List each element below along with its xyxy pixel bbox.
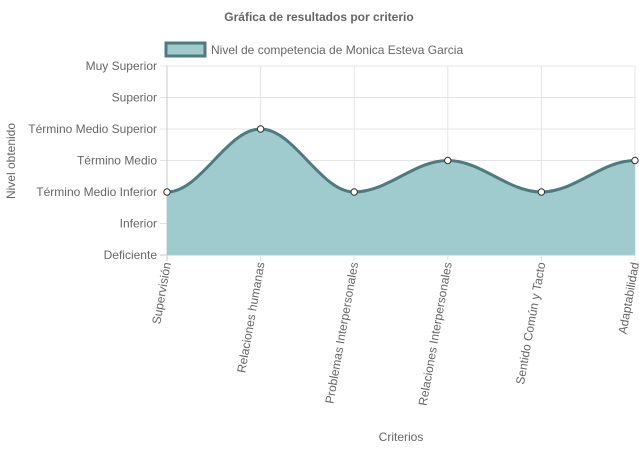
y-tick-label: Superior xyxy=(112,91,157,105)
y-tick-label: Muy Superior xyxy=(86,59,157,73)
x-axis-label: Criterios xyxy=(379,430,424,444)
legend-label: Nivel de competencia de Monica Esteva Ga… xyxy=(211,43,463,57)
y-axis-ticks: Deficiente Inferior Término Medio Inferior… xyxy=(28,59,157,262)
data-point[interactable] xyxy=(444,156,452,165)
data-point[interactable] xyxy=(631,156,639,165)
x-tick-label: Problemas Interpersonales xyxy=(322,261,361,405)
x-tick-label: Relaciones Interpersonales xyxy=(416,261,455,407)
data-point[interactable] xyxy=(537,188,546,196)
x-tick-label: Supervisión xyxy=(149,261,174,325)
series-line xyxy=(166,127,636,194)
y-tick-label: Término Medio Superior xyxy=(28,122,157,136)
x-axis-ticks: Supervisión Relaciones humanas Problemas I… xyxy=(149,261,639,407)
data-point[interactable] xyxy=(256,125,265,133)
legend-swatch xyxy=(164,41,207,58)
x-tick-label: Relaciones humanas xyxy=(234,261,267,374)
series-area xyxy=(167,129,635,255)
y-tick-label: Deficiente xyxy=(104,248,158,262)
y-tick-label: Inferior xyxy=(120,217,157,231)
y-axis-label: Nivel obtenido xyxy=(4,123,18,199)
series-points xyxy=(163,125,639,196)
y-tick-label: Término Medio Inferior xyxy=(36,185,157,199)
data-point[interactable] xyxy=(163,188,171,196)
y-tick-label: Término Medio xyxy=(77,154,157,168)
x-tick-label: Adaptabilidad xyxy=(616,261,639,335)
x-tick-label: Sentido Común y Tacto xyxy=(513,261,548,386)
data-point[interactable] xyxy=(350,188,358,196)
chart-title: Gráfica de resultados por criterio xyxy=(224,10,413,24)
legend[interactable]: Nivel de competencia de Monica Esteva Ga… xyxy=(164,41,463,58)
